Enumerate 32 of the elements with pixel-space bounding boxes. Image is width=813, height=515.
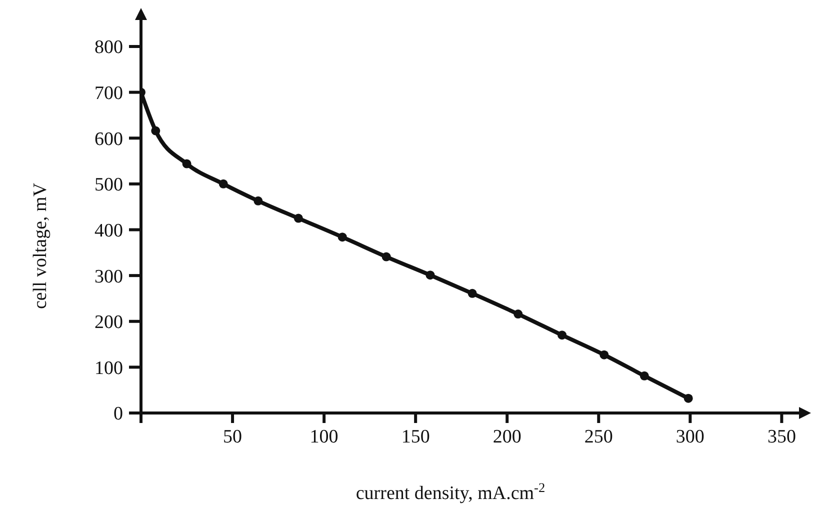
point <box>426 270 435 280</box>
point <box>338 232 347 242</box>
x-tick-label: 150 <box>401 426 430 448</box>
point <box>640 371 649 380</box>
point <box>558 330 567 340</box>
y-axis-title: cell voltage, mV <box>30 182 51 310</box>
y-tick-label: 600 <box>94 128 123 150</box>
y-tick-label: 400 <box>94 220 123 242</box>
point <box>382 252 391 262</box>
y-tick-label: 500 <box>94 174 123 196</box>
x-tick-label: 100 <box>310 426 338 448</box>
x-tick-label: 300 <box>676 426 704 448</box>
y-tick-label: 200 <box>94 312 123 334</box>
point <box>600 350 609 360</box>
x-axis-title: current density, mA.cm$^{-2}$ <box>356 480 546 504</box>
point <box>151 126 160 136</box>
x-tick-label: 350 <box>767 426 796 448</box>
y-tick-label: 0 <box>114 404 123 425</box>
point <box>684 394 693 403</box>
x-tick-label: 50 <box>223 426 242 448</box>
y-tick-label: 300 <box>94 266 123 288</box>
point <box>254 196 263 206</box>
point <box>218 179 228 188</box>
point <box>468 288 477 298</box>
point <box>182 159 192 168</box>
y-tick-label: 800 <box>94 37 123 58</box>
x-tick-label: 200 <box>492 426 522 448</box>
y-tick-label: 700 <box>94 83 123 104</box>
x-tick-label: 250 <box>584 426 613 448</box>
y-tick-label: 100 <box>94 358 123 379</box>
point <box>294 214 303 223</box>
point <box>514 310 523 319</box>
